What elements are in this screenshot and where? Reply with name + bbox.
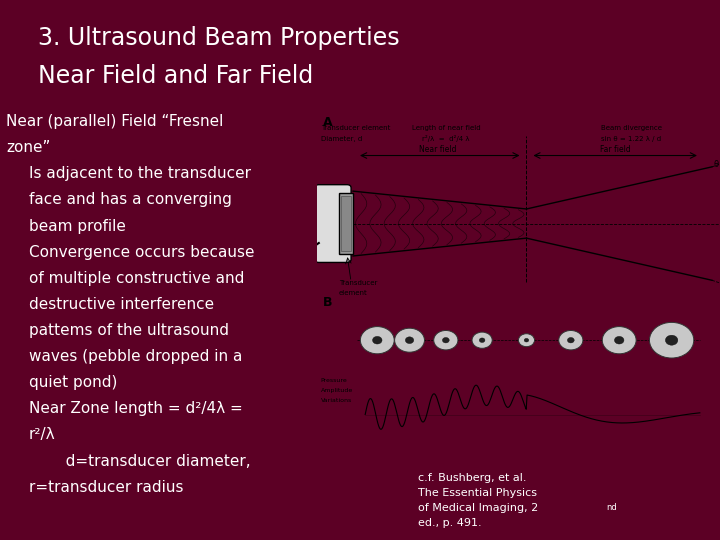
- Text: θ: θ: [714, 160, 719, 169]
- Text: The Essential Physics: The Essential Physics: [418, 488, 537, 498]
- Circle shape: [372, 336, 382, 344]
- FancyBboxPatch shape: [315, 185, 351, 262]
- Text: 3. Ultrasound Beam Properties: 3. Ultrasound Beam Properties: [38, 26, 400, 50]
- Text: waves (pebble dropped in a: waves (pebble dropped in a: [29, 349, 242, 364]
- Text: Pressure: Pressure: [321, 379, 348, 383]
- Circle shape: [649, 322, 694, 358]
- Circle shape: [567, 338, 575, 343]
- Bar: [339, 193, 353, 254]
- Text: element: element: [339, 290, 368, 296]
- Bar: [341, 196, 351, 251]
- Text: r=transducer radius: r=transducer radius: [29, 480, 183, 495]
- Text: Variations: Variations: [321, 398, 352, 403]
- Text: of multiple constructive and: of multiple constructive and: [29, 271, 244, 286]
- Circle shape: [360, 327, 395, 354]
- Circle shape: [480, 338, 485, 342]
- Text: Near field: Near field: [419, 145, 456, 154]
- Circle shape: [614, 336, 624, 344]
- Circle shape: [602, 327, 636, 354]
- Text: Transducer: Transducer: [339, 280, 377, 286]
- Text: Is adjacent to the transducer: Is adjacent to the transducer: [29, 166, 251, 181]
- Circle shape: [559, 330, 583, 350]
- Text: d=transducer diameter,: d=transducer diameter,: [50, 454, 251, 469]
- Text: zone”: zone”: [6, 140, 50, 155]
- Text: sin θ = 1.22 λ / d: sin θ = 1.22 λ / d: [601, 136, 662, 142]
- Text: Length of near field: Length of near field: [412, 125, 480, 131]
- Circle shape: [518, 334, 534, 347]
- Text: Diameter, d: Diameter, d: [321, 136, 362, 142]
- Text: Transducer element: Transducer element: [321, 125, 390, 131]
- Circle shape: [665, 335, 678, 345]
- Text: ed., p. 491.: ed., p. 491.: [418, 518, 482, 528]
- Text: A: A: [323, 116, 333, 130]
- Circle shape: [442, 338, 449, 343]
- Text: Far field: Far field: [600, 145, 631, 154]
- Text: nd: nd: [606, 503, 616, 512]
- Text: Near Zone length = d²/4λ =: Near Zone length = d²/4λ =: [29, 401, 242, 416]
- Text: c.f. Bushberg, et al.: c.f. Bushberg, et al.: [418, 473, 527, 483]
- Circle shape: [405, 337, 414, 343]
- Text: Beam divergence: Beam divergence: [600, 125, 662, 131]
- Text: pattems of the ultrasound: pattems of the ultrasound: [29, 323, 228, 338]
- Text: quiet pond): quiet pond): [29, 375, 117, 390]
- Text: of Medical Imaging, 2: of Medical Imaging, 2: [418, 503, 539, 513]
- Text: Convergence occurs because: Convergence occurs because: [29, 245, 254, 260]
- Circle shape: [433, 330, 458, 350]
- Text: face and has a converging: face and has a converging: [29, 192, 231, 207]
- Text: r²/λ: r²/λ: [29, 428, 55, 442]
- Text: Near Field and Far Field: Near Field and Far Field: [38, 64, 313, 88]
- Circle shape: [472, 332, 492, 348]
- Text: beam profile: beam profile: [29, 219, 125, 233]
- Text: r²/λ  =  d²/4 λ: r²/λ = d²/4 λ: [422, 135, 469, 142]
- Text: B: B: [323, 296, 333, 309]
- Text: Amplitude: Amplitude: [321, 388, 353, 393]
- Text: Near (parallel) Field “Fresnel: Near (parallel) Field “Fresnel: [6, 114, 224, 129]
- Circle shape: [524, 339, 528, 342]
- Text: destructive interference: destructive interference: [29, 297, 214, 312]
- Circle shape: [395, 328, 425, 352]
